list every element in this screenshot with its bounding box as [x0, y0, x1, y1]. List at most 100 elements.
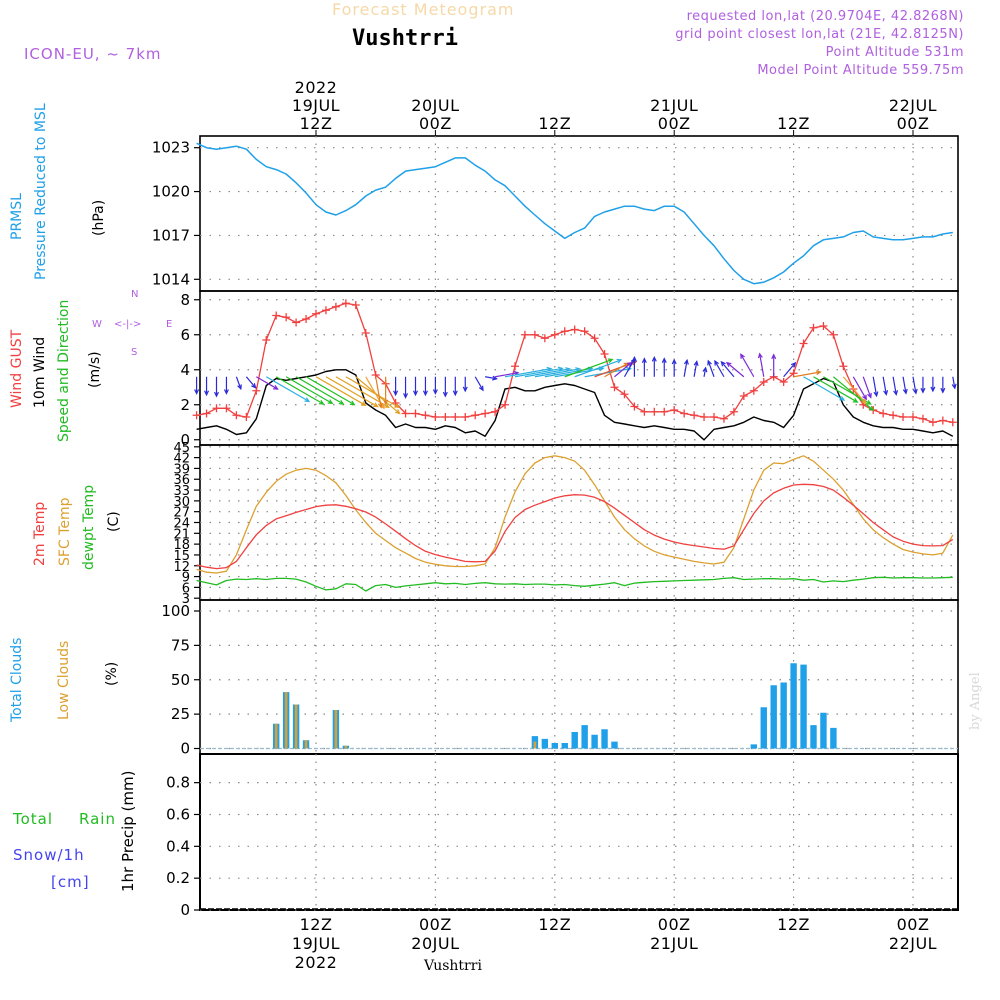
wind-direction-arrowhead [702, 366, 708, 373]
model-point-altitude: Model Point Altitude 559.75m [757, 63, 964, 78]
wind-direction-arrow [255, 376, 278, 390]
gust-marker [600, 350, 609, 358]
wind-direction-arrow [574, 359, 622, 378]
gust-marker [222, 404, 231, 413]
wind-direction-arrowhead [815, 370, 822, 376]
total-cloud-bar [800, 664, 807, 749]
gust-marker [441, 413, 450, 421]
gust-marker [272, 311, 281, 320]
total-cloud-bar [611, 741, 618, 749]
bottom-time-label: 00Z [658, 915, 691, 934]
wind-direction-arrowhead [707, 359, 712, 366]
wind-direction-arrowhead [930, 386, 936, 393]
ytick-label-wind: 4 [180, 361, 190, 379]
gust-marker [321, 306, 330, 315]
gust-marker [431, 413, 440, 421]
top-time-label: 00Z [419, 114, 452, 133]
ytick-label-temperature: 3 [182, 592, 190, 607]
ytick-label-clouds: 75 [171, 636, 190, 654]
wind-direction-arrowhead [383, 399, 389, 406]
gust-marker [232, 411, 241, 420]
ytick-label-pressure: 1014 [152, 270, 190, 288]
gust-marker [759, 378, 768, 386]
gust-marker [202, 409, 211, 418]
snow-label: Snow/1h [13, 846, 85, 864]
gust-marker [779, 378, 788, 386]
wind-direction-arrow [285, 376, 333, 404]
gust-marker [660, 407, 669, 416]
gust-marker [252, 386, 261, 395]
gust-marker [401, 409, 410, 418]
wind-direction-arrow [783, 362, 796, 378]
gust-marker [491, 407, 500, 416]
wind-direction-arrow [474, 376, 484, 391]
wind-direction-arrowhead [661, 357, 667, 363]
wind-direction-arrowhead [251, 383, 257, 389]
gust-marker [212, 404, 221, 413]
low-cloud-bar [284, 692, 288, 749]
wind-direction-arrowhead [349, 400, 356, 406]
bottom-time-label: 21JUL [650, 934, 698, 953]
wind-direction-arrowhead [862, 394, 867, 401]
wind-direction-arrowhead [790, 361, 797, 368]
ytick-label-pressure: 1017 [152, 226, 190, 244]
total-cloud-bar [770, 685, 777, 749]
model-label: ICON-EU, ~ 7km [24, 45, 162, 63]
top-time-label: 12Z [777, 114, 810, 133]
wind-direction-arrow [315, 376, 366, 406]
ytick-label-pressure: 1023 [152, 139, 190, 157]
panel-frame-temperature [199, 444, 959, 601]
wind-direction-arrow [714, 360, 725, 378]
wind-direction-arrowhead [403, 393, 409, 399]
ytick-label-precipitation: 0 [180, 901, 190, 919]
wind-direction-arrowhead [318, 399, 325, 405]
wind-direction-arrowhead [683, 358, 689, 365]
ytick-label-wind: 2 [180, 396, 190, 414]
wind-direction-arrowhead [873, 391, 879, 398]
total-cloud-bar [571, 732, 578, 749]
wind-direction-arrowhead [478, 385, 484, 392]
gust-marker [640, 407, 649, 416]
wind-direction-arrowhead [641, 357, 647, 363]
gridpoint-coordinates: grid point closest lon,lat (21E, 42.8125… [675, 27, 964, 42]
gust-marker [540, 334, 549, 343]
wind-direction-arrow [275, 376, 324, 405]
wind-direction-arrowhead [377, 402, 383, 409]
wind-direction-arrowhead [771, 353, 777, 360]
gust-marker [331, 302, 340, 311]
wind-direction-arrow [803, 376, 845, 401]
gust-marker [799, 339, 808, 348]
gust-marker [719, 414, 728, 423]
bottom-time-label: 00Z [897, 915, 930, 934]
bottom-location-caption: Vushtrri [424, 958, 482, 974]
wind-direction-arrow [345, 376, 399, 408]
gust-marker [928, 418, 937, 427]
total-cloud-bar [601, 729, 608, 749]
wind-direction-arrow [707, 360, 715, 377]
top-time-label: 22JUL [889, 96, 937, 115]
wind-direction-arrowhead [214, 391, 219, 398]
total-cloud-bar [760, 707, 767, 749]
wind-direction-arrowhead [912, 388, 918, 395]
panel-frame-clouds [199, 599, 959, 755]
temp-2m-line [196, 483, 954, 570]
ytick-label-precipitation: 0.8 [166, 774, 190, 792]
total-cloud-bar [591, 734, 598, 749]
gust-marker [739, 392, 748, 400]
gust-marker [560, 327, 569, 336]
gust-marker [650, 407, 659, 416]
wind-direction-arrow [793, 371, 821, 378]
gust-marker [680, 409, 689, 418]
wind-direction-arrow [305, 376, 355, 406]
top-time-label: 00Z [658, 114, 691, 133]
gust-marker [610, 383, 619, 392]
ytick-label-temperature: 39 [173, 462, 190, 477]
top-time-label: 12Z [300, 114, 333, 133]
ytick-label-temperature: 18 [173, 538, 190, 553]
wind-direction-arrowhead [237, 384, 242, 391]
gust-marker [630, 402, 639, 411]
ytick-label-wind: 6 [180, 326, 190, 344]
gust-marker [262, 336, 271, 344]
wind-direction-arrow [514, 367, 563, 378]
